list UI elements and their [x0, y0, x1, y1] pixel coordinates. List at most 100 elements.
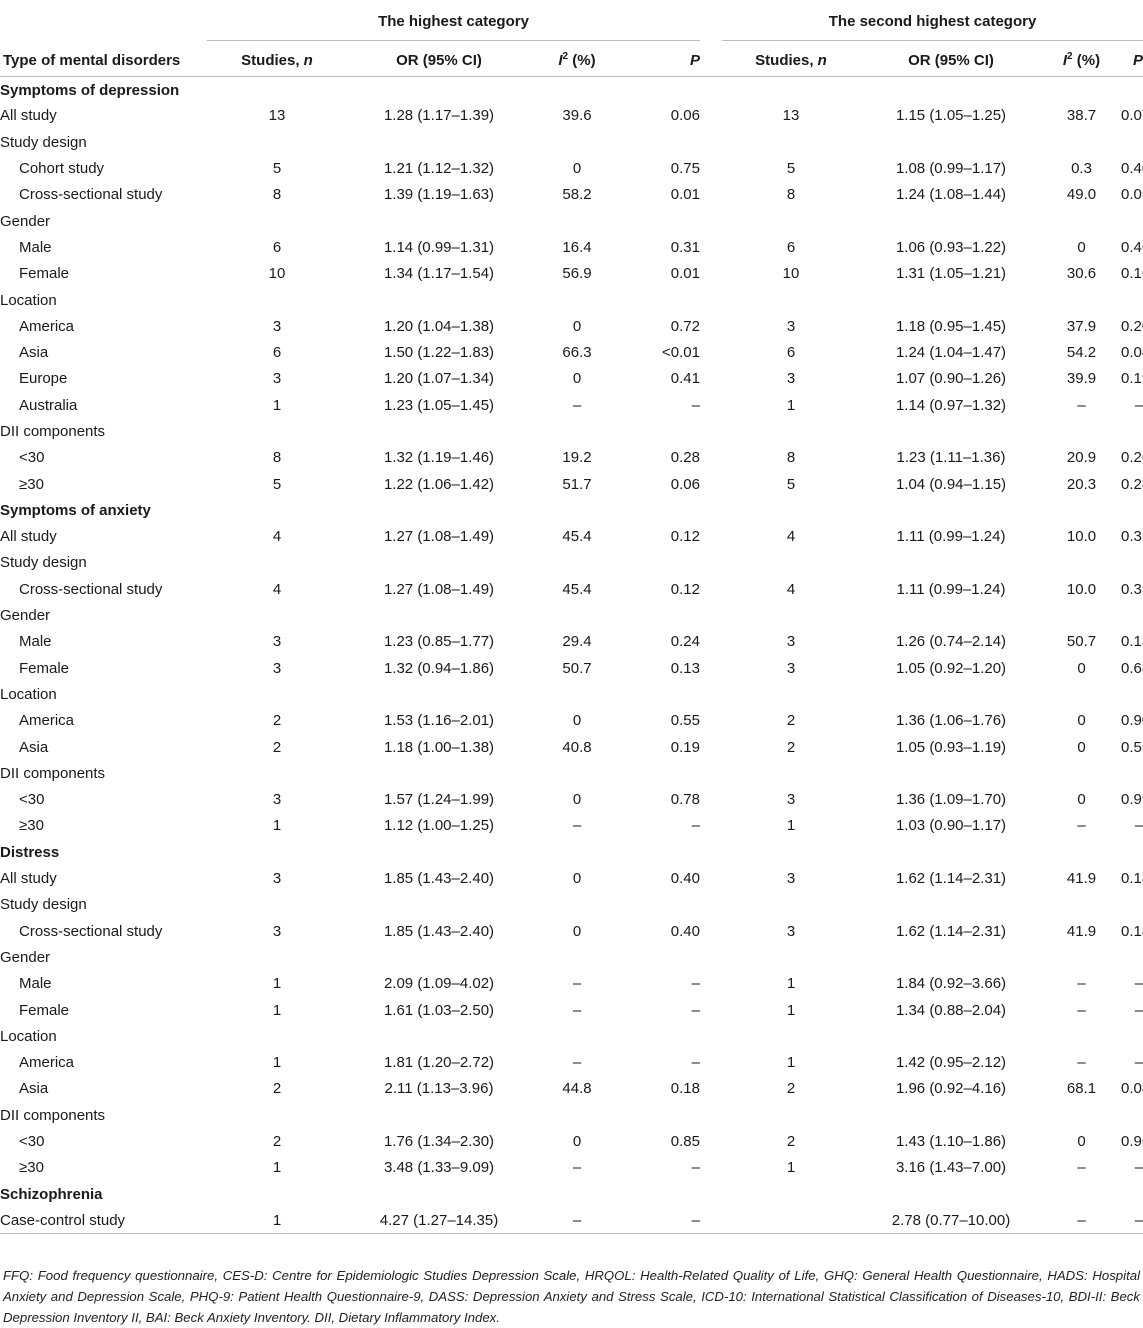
p-cell-2: – [1121, 1207, 1143, 1235]
row-label: ≥30 [19, 1159, 44, 1177]
table-row: Location [0, 1023, 1143, 1049]
spacer-cell [700, 865, 722, 891]
studies-cell: 3 [272, 633, 282, 651]
i2-cell: 56.9 [562, 265, 592, 283]
p-cell: 0.40 [670, 922, 700, 940]
studies-cell: 2 [272, 712, 282, 730]
or-cell-2: 1.43 (1.10–1.86) [895, 1133, 1007, 1151]
table-row: Europe 3 1.20 (1.07–1.34) 0 0.41 3 1.07 (0.90–… [0, 366, 1143, 392]
p-cell: 0.24 [670, 633, 700, 651]
subgroup-heading: Gender [0, 607, 51, 625]
i2-cell-2: 0 [1077, 659, 1086, 677]
studies-cell: 1 [207, 1207, 347, 1235]
table-footnote: FFQ: Food frequency questionnaire, CES-D… [3, 1268, 1140, 1325]
spacer-cell [700, 1155, 722, 1181]
spacer-cell [700, 392, 722, 418]
i2-cell-2: – [1077, 1054, 1086, 1072]
studies-cell: 8 [272, 186, 282, 204]
table-row: Schizophrenia [0, 1181, 1143, 1207]
spacer-cell [700, 103, 722, 129]
or-cell-2: 1.84 (0.92–3.66) [895, 975, 1007, 993]
i2-cell: 44.8 [562, 1080, 592, 1098]
p-cell: 0.12 [670, 528, 700, 546]
studies-cell: 4 [272, 580, 282, 598]
table-row: All study 4 1.27 (1.08–1.49) 45.4 0.12 4 1.11 … [0, 524, 1143, 550]
p-cell-2: – [1134, 975, 1143, 993]
subgroup-heading: Study design [0, 554, 87, 572]
col-header-studies-2: Studies, n [722, 44, 860, 77]
i2-cell-2: 30.6 [1066, 265, 1097, 283]
table-row: <30 8 1.32 (1.19–1.46) 19.2 0.28 8 1.23 (1.11–… [0, 445, 1143, 471]
p-cell: 0.40 [670, 870, 700, 888]
row-label: Cross-sectional study [19, 186, 163, 204]
row-label: Female [19, 1001, 70, 1019]
table-row: All study 13 1.28 (1.17–1.39) 39.6 0.06 13 1.1… [0, 103, 1143, 129]
or-cell: 1.32 (1.19–1.46) [383, 449, 495, 467]
or-cell-2: 1.05 (0.92–1.20) [895, 659, 1007, 677]
results-table: The highest category The second highest … [0, 0, 1143, 1235]
spacer-cell [700, 182, 722, 208]
or-cell: 1.12 (1.00–1.25) [383, 817, 495, 835]
p-cell: 0.28 [670, 449, 700, 467]
or-cell: 1.20 (1.07–1.34) [383, 370, 495, 388]
table-row: Study design [0, 550, 1143, 576]
or-cell: 1.57 (1.24–1.99) [383, 791, 495, 809]
col-header-i2-2: I2 (%) [1042, 44, 1121, 77]
i2-cell-2: 68.1 [1066, 1080, 1097, 1098]
row-label: All study [0, 870, 57, 888]
or-cell: 1.34 (1.17–1.54) [383, 265, 495, 283]
table-row: America 2 1.53 (1.16–2.01) 0 0.55 2 1.36 (1.06… [0, 708, 1143, 734]
p-cell-2: – [1134, 1159, 1143, 1177]
studies-cell-2: 3 [786, 370, 796, 388]
p-cell-2: – [1134, 1054, 1143, 1072]
studies-cell: 1 [272, 817, 282, 835]
p-cell-2: 0.07 [1121, 107, 1143, 125]
col-header-p: P [623, 44, 700, 77]
p-cell-2: 0.13 [1121, 633, 1143, 651]
table-row: DII components [0, 1102, 1143, 1128]
or-cell-2: 1.34 (0.88–2.04) [895, 1001, 1007, 1019]
or-cell-2: 1.26 (0.74–2.14) [895, 633, 1007, 651]
subgroup-heading: Gender [0, 948, 51, 966]
row-label: Asia [19, 344, 49, 362]
studies-cell: 8 [272, 449, 282, 467]
p-cell-2: 0.55 [1121, 738, 1143, 756]
studies-cell-2: 3 [786, 659, 796, 677]
table-row: Male 1 2.09 (1.09–4.02) – – 1 1.84 (0.92–3.66)… [0, 971, 1143, 997]
spacer-cell [700, 261, 722, 287]
spacer-cell [700, 655, 722, 681]
section-heading: Symptoms of depression [0, 82, 180, 100]
studies-cell-2: 6 [786, 344, 796, 362]
studies-cell-2: 5 [786, 160, 796, 178]
row-label: Australia [19, 396, 78, 414]
studies-cell-2: 13 [782, 107, 800, 125]
studies-cell-2: 3 [786, 633, 796, 651]
group-header-highest: The highest category [207, 0, 700, 44]
p-cell: 0.18 [670, 1080, 700, 1098]
subgroup-heading: Study design [0, 896, 87, 914]
i2-cell-2: 20.9 [1066, 449, 1097, 467]
i2-cell: 40.8 [562, 738, 592, 756]
p-cell: – [691, 1159, 700, 1177]
col-header-i2: I2 (%) [531, 44, 623, 77]
studies-cell: 5 [272, 160, 282, 178]
i2-cell: 50.7 [562, 659, 592, 677]
spacer-cell [700, 1049, 722, 1075]
i2-cell: 0 [572, 870, 582, 888]
studies-cell-2: 3 [786, 870, 796, 888]
p-cell-2: 0.18 [1121, 922, 1143, 940]
p-cell: 0.13 [670, 659, 700, 677]
studies-cell: 1 [272, 396, 282, 414]
i2-cell-2: 54.2 [1066, 344, 1097, 362]
p-cell: <0.01 [662, 344, 700, 362]
p-cell-2: 0.35 [1121, 580, 1143, 598]
table-row: Study design [0, 892, 1143, 918]
or-cell: 1.20 (1.04–1.38) [383, 317, 495, 335]
studies-cell: 3 [272, 317, 282, 335]
row-label: Female [19, 265, 70, 283]
i2-cell: 19.2 [562, 449, 592, 467]
table-row: Female 10 1.34 (1.17–1.54) 56.9 0.01 10 1.31 (… [0, 261, 1143, 287]
studies-cell-2: 6 [786, 238, 796, 256]
i2-cell: – [531, 1207, 623, 1235]
